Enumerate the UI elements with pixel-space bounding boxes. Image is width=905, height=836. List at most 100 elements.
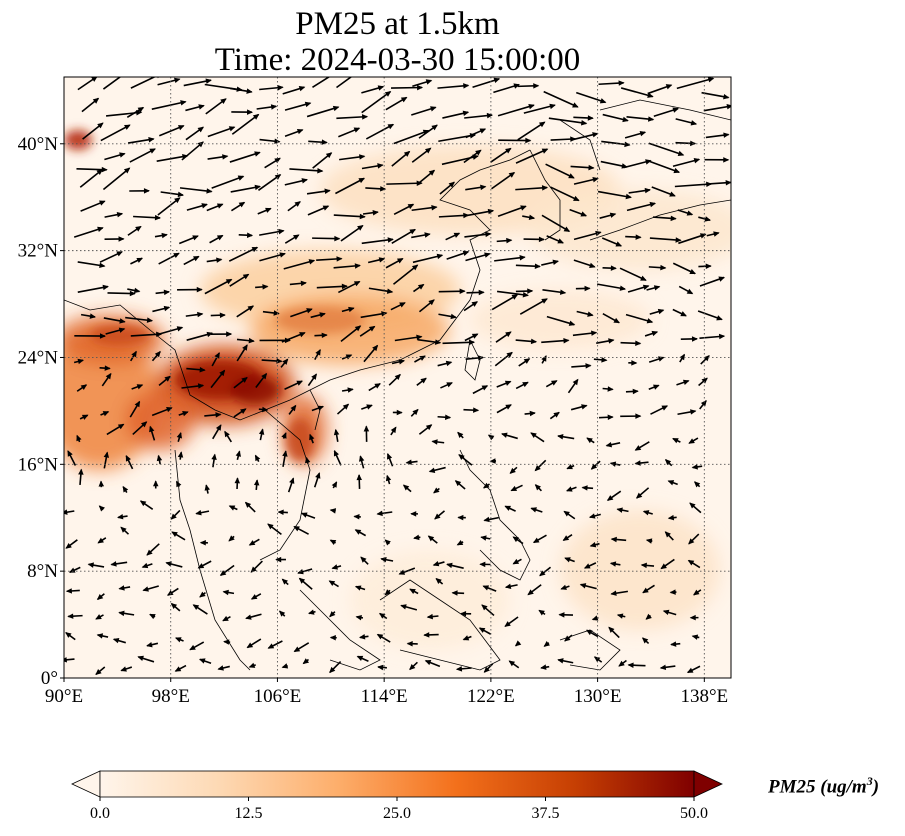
wind-arrow xyxy=(515,381,529,390)
wind-arrow xyxy=(360,556,369,565)
wind-arrow xyxy=(103,317,126,324)
wind-arrow xyxy=(571,363,592,369)
wind-arrow xyxy=(199,591,206,598)
wind-arrow xyxy=(231,109,254,115)
wind-arrow xyxy=(258,428,265,441)
wind-arrow xyxy=(409,588,419,595)
wind-arrow xyxy=(380,557,394,563)
wind-arrow xyxy=(211,352,220,367)
wind-arrow xyxy=(391,150,411,167)
wind-arrow xyxy=(281,432,287,439)
wind-arrow xyxy=(454,480,466,490)
wind-arrow xyxy=(424,660,441,668)
wind-arrow xyxy=(331,564,342,570)
wind-arrow xyxy=(564,634,573,642)
wind-arrow xyxy=(230,201,246,212)
wind-arrow xyxy=(256,104,278,110)
wind-arrow xyxy=(122,485,129,493)
wind-arrow xyxy=(518,358,531,367)
wind-arrow xyxy=(341,387,354,393)
wind-arrow xyxy=(388,373,401,386)
wind-arrow xyxy=(391,359,406,365)
wind-arrow xyxy=(405,459,418,465)
wind-arrow xyxy=(557,658,574,664)
wind-arrow xyxy=(664,531,674,541)
wind-arrow xyxy=(132,421,148,436)
wind-arrow xyxy=(575,285,591,292)
wind-arrow xyxy=(642,510,653,516)
wind-arrow xyxy=(103,451,110,469)
wind-arrow xyxy=(338,280,361,294)
wind-arrow xyxy=(625,234,642,240)
wind-arrow xyxy=(667,480,678,486)
wind-arrow xyxy=(307,205,330,216)
lat-ticks: 0° 8°N 16°N 24°N 32°N 40°N xyxy=(18,134,64,689)
wind-arrow xyxy=(290,308,313,318)
wind-arrow xyxy=(171,531,186,541)
wind-arrow xyxy=(649,237,682,243)
wind-arrow xyxy=(667,514,677,521)
lon-tick-label: 122°E xyxy=(467,686,515,707)
wind-arrow xyxy=(339,154,366,161)
wind-arrow xyxy=(125,316,154,323)
colorbar-label-sup: 3 xyxy=(866,774,873,788)
wind-arrow xyxy=(154,232,168,239)
wind-arrow xyxy=(368,383,381,392)
wind-arrow xyxy=(678,285,694,295)
colorbar-tick-label: 25.0 xyxy=(383,805,411,822)
wind-arrow xyxy=(386,453,394,467)
wind-arrow xyxy=(177,286,203,293)
wind-arrow xyxy=(645,613,652,620)
wind-arrow xyxy=(482,585,497,592)
wind-arrow xyxy=(250,593,262,600)
wind-arrow xyxy=(152,305,171,313)
wind-arrow xyxy=(293,642,310,653)
wind-arrow xyxy=(329,539,337,545)
wind-arrow xyxy=(99,365,111,371)
wind-arrow xyxy=(698,377,708,387)
wind-arrow xyxy=(605,441,621,448)
wind-arrow xyxy=(185,104,205,112)
wind-arrow xyxy=(155,326,184,336)
wind-arrow xyxy=(644,330,659,337)
wind-arrow xyxy=(670,641,681,647)
wind-arrow xyxy=(76,434,82,443)
lon-tick-label: 106°E xyxy=(254,686,302,707)
wind-arrow xyxy=(465,184,487,191)
wind-arrow xyxy=(445,232,461,241)
wind-arrow xyxy=(433,487,440,494)
wind-arrow xyxy=(146,641,159,648)
wind-arrow xyxy=(77,77,98,91)
wind-arrow xyxy=(230,184,261,193)
wind-arrow xyxy=(532,534,547,544)
wind-arrow xyxy=(699,400,707,410)
wind-arrow xyxy=(691,634,700,640)
wind-arrow xyxy=(646,285,661,291)
wind-arrow xyxy=(541,214,571,233)
wind-arrow xyxy=(412,79,433,88)
wind-arrow xyxy=(304,456,311,464)
wind-arrow xyxy=(356,474,362,489)
wind-arrow xyxy=(698,216,711,222)
wind-arrow xyxy=(64,657,75,663)
wind-arrow xyxy=(278,610,286,617)
wind-arrow xyxy=(392,264,419,285)
wind-arrow xyxy=(127,225,142,236)
wind-arrow xyxy=(625,313,654,324)
wind-arrow xyxy=(195,509,210,516)
wind-arrow xyxy=(207,154,229,160)
wind-arrow xyxy=(206,203,224,212)
wind-arrow xyxy=(230,87,253,94)
wind-arrow xyxy=(588,513,601,519)
wind-arrow xyxy=(679,353,686,363)
wind-arrow xyxy=(541,337,570,344)
wind-arrow xyxy=(458,454,473,466)
wind-arrow xyxy=(465,252,491,262)
wind-arrow xyxy=(228,505,238,511)
wind-arrow xyxy=(118,585,131,591)
wind-arrow xyxy=(309,433,315,444)
wind-arrow xyxy=(572,132,599,141)
lon-tick-label: 98°E xyxy=(152,686,190,707)
wind-arrow xyxy=(570,164,595,171)
wind-arrow xyxy=(597,283,627,291)
